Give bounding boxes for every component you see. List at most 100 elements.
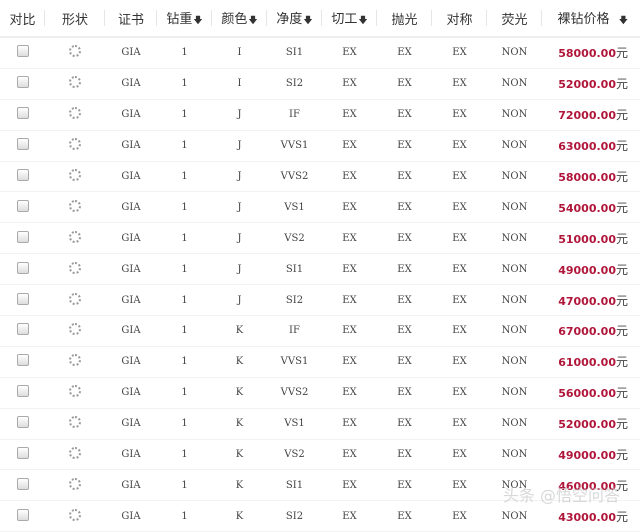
cell-price: 52000.00元 (542, 68, 640, 99)
arrow-down-icon[interactable]: 🡇 (303, 16, 312, 26)
cell-cut: EX (322, 285, 377, 316)
round-shape-icon (69, 107, 81, 119)
round-shape-icon (69, 354, 81, 366)
compare-checkbox[interactable] (17, 447, 29, 459)
compare-checkbox[interactable] (17, 354, 29, 366)
cell-clarity: VVS2 (267, 161, 322, 192)
compare-checkbox[interactable] (17, 231, 29, 243)
cell-carat: 1 (157, 223, 212, 254)
cell-polish: EX (377, 161, 432, 192)
cell-price: 47000.00元 (542, 285, 640, 316)
currency-unit: 元 (616, 294, 628, 308)
cell-color: K (212, 316, 267, 347)
compare-checkbox[interactable] (17, 107, 29, 119)
header-carat[interactable]: 钻重🡇 (157, 0, 212, 37)
compare-checkbox[interactable] (17, 416, 29, 428)
cell-cert: GIA (105, 408, 157, 439)
price-value: 63000.00 (558, 140, 616, 153)
compare-checkbox[interactable] (17, 385, 29, 397)
cell-carat: 1 (157, 346, 212, 377)
cell-clarity: IF (267, 99, 322, 130)
compare-checkbox[interactable] (17, 323, 29, 335)
cell-price: 61000.00元 (542, 346, 640, 377)
cell-polish: EX (377, 192, 432, 223)
price-value: 52000.00 (558, 418, 616, 431)
cell-cut: EX (322, 68, 377, 99)
cell-cert: GIA (105, 377, 157, 408)
cell-symmetry: EX (432, 377, 487, 408)
cell-color: I (212, 37, 267, 68)
round-shape-icon (69, 416, 81, 428)
cell-carat: 1 (157, 161, 212, 192)
header-symmetry: 对称 (432, 0, 487, 37)
header-clarity[interactable]: 净度🡇 (267, 0, 322, 37)
header-label: 荧光 (501, 13, 527, 28)
price-value: 72000.00 (558, 109, 616, 122)
price-value: 47000.00 (558, 295, 616, 308)
cell-carat: 1 (157, 285, 212, 316)
header-color[interactable]: 颜色🡇 (212, 0, 267, 37)
header-label: 对称 (446, 13, 472, 28)
compare-checkbox[interactable] (17, 262, 29, 274)
cell-fluor: NON (487, 192, 542, 223)
cell-polish: EX (377, 501, 432, 532)
cell-cert: GIA (105, 285, 157, 316)
cell-cut: EX (322, 501, 377, 532)
round-shape-icon (69, 385, 81, 397)
compare-checkbox[interactable] (17, 509, 29, 521)
cell-symmetry: EX (432, 130, 487, 161)
cell-clarity: SI2 (267, 68, 322, 99)
cell-clarity: VS1 (267, 408, 322, 439)
arrow-down-icon[interactable]: 🡇 (619, 16, 628, 26)
header-price[interactable]: 裸钻价格 🡇 (542, 0, 640, 37)
arrow-down-icon[interactable]: 🡇 (358, 16, 367, 26)
price-value: 49000.00 (558, 264, 616, 277)
arrow-down-icon[interactable]: 🡇 (248, 16, 257, 26)
cell-fluor: NON (487, 254, 542, 285)
cell-fluor: NON (487, 37, 542, 68)
cell-cut: EX (322, 439, 377, 470)
cell-symmetry: EX (432, 223, 487, 254)
cell-symmetry: EX (432, 37, 487, 68)
cell-clarity: SI2 (267, 285, 322, 316)
header-label: 颜色 (221, 12, 247, 27)
compare-checkbox[interactable] (17, 45, 29, 57)
cell-color: K (212, 439, 267, 470)
compare-checkbox[interactable] (17, 76, 29, 88)
compare-checkbox[interactable] (17, 138, 29, 150)
cell-fluor: NON (487, 408, 542, 439)
header-shape: 形状 (45, 0, 105, 37)
cell-color: J (212, 161, 267, 192)
cell-color: J (212, 192, 267, 223)
price-value: 52000.00 (558, 78, 616, 91)
compare-checkbox[interactable] (17, 200, 29, 212)
arrow-down-icon[interactable]: 🡇 (193, 16, 202, 26)
compare-checkbox[interactable] (17, 478, 29, 490)
cell-clarity: SI2 (267, 501, 322, 532)
cell-fluor: NON (487, 223, 542, 254)
compare-checkbox[interactable] (17, 293, 29, 305)
round-shape-icon (69, 478, 81, 490)
cell-clarity: VS2 (267, 439, 322, 470)
price-value: 43000.00 (558, 511, 616, 524)
header-cut[interactable]: 切工🡇 (322, 0, 377, 37)
compare-checkbox[interactable] (17, 169, 29, 181)
cell-symmetry: EX (432, 192, 487, 223)
cell-carat: 1 (157, 501, 212, 532)
round-shape-icon (69, 293, 81, 305)
cell-cert: GIA (105, 161, 157, 192)
